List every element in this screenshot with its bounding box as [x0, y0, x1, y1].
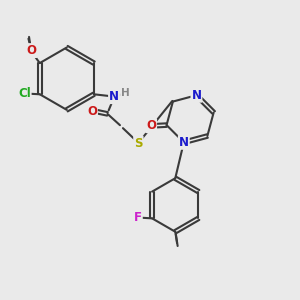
Text: Cl: Cl	[18, 87, 31, 100]
Text: N: N	[191, 89, 201, 102]
Text: N: N	[179, 136, 189, 149]
Text: H: H	[121, 88, 130, 98]
Text: F: F	[134, 211, 142, 224]
Text: O: O	[146, 119, 156, 132]
Text: S: S	[134, 136, 142, 149]
Text: O: O	[87, 105, 97, 118]
Text: N: N	[109, 90, 119, 103]
Text: O: O	[26, 44, 36, 57]
